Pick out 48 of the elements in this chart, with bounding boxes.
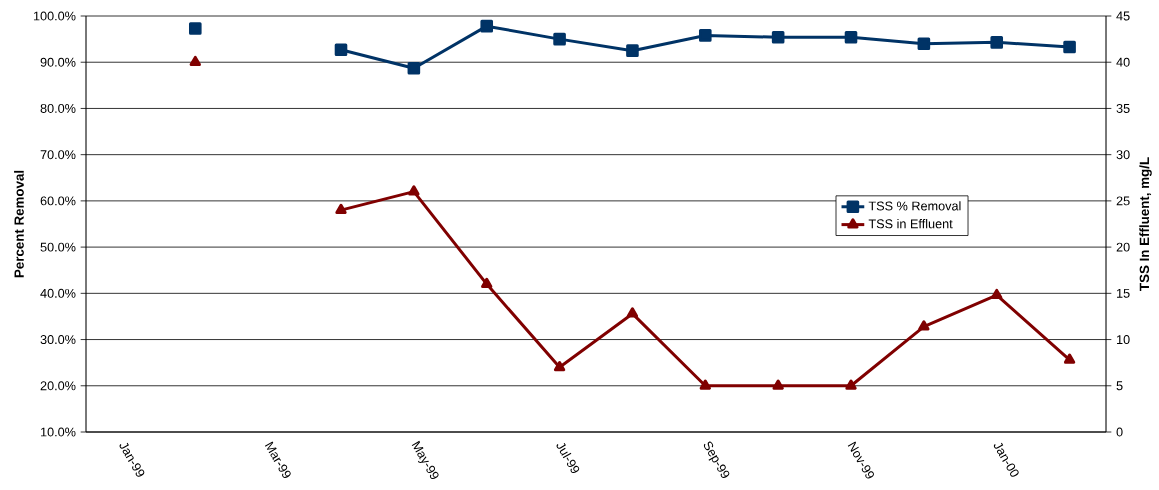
y-tick-label: 10.0% <box>41 427 76 437</box>
y2-tick-label: 45 <box>1116 11 1130 21</box>
point <box>553 32 566 46</box>
y2-tick-label: 40 <box>1116 57 1130 67</box>
y-tick-label: 90.0% <box>40 57 76 67</box>
y-tick-label: 40.0% <box>40 288 76 298</box>
point <box>189 55 201 67</box>
point <box>1063 353 1076 364</box>
point <box>699 379 711 390</box>
y2-tick-label: 0 <box>1116 427 1123 437</box>
y2-axis-title: TSS In Effluent, mg/L <box>1139 157 1152 291</box>
legend-label: TSS in Effluent <box>868 219 953 229</box>
y-tick-label: 50.0% <box>40 242 76 252</box>
y2-tick-label: 20 <box>1116 242 1130 252</box>
point <box>771 30 785 44</box>
y2-tick-label: 30 <box>1116 150 1130 160</box>
point <box>772 379 784 390</box>
point <box>407 61 421 75</box>
point <box>1063 40 1076 54</box>
y-axis-title: Percent Removal <box>14 170 24 278</box>
legend-label: TSS % Removal <box>868 201 961 211</box>
point <box>408 185 420 196</box>
point <box>844 30 858 44</box>
point <box>335 203 347 215</box>
point <box>698 29 712 42</box>
point <box>480 19 494 33</box>
point <box>334 43 348 57</box>
y2-tick-label: 10 <box>1117 335 1130 345</box>
point <box>991 288 1003 300</box>
y-tick-label: 80.0% <box>40 103 76 113</box>
point <box>481 277 493 288</box>
point <box>553 360 566 372</box>
y2-tick-label: 25 <box>1116 196 1130 206</box>
point <box>626 44 639 57</box>
point <box>845 379 857 390</box>
y2-tick-label: 5 <box>1116 381 1123 391</box>
y-tick-label: 30.0% <box>40 335 76 345</box>
point <box>188 22 202 35</box>
point <box>917 37 931 51</box>
y2-tick-label: 35 <box>1116 103 1130 113</box>
y-tick-label: 100.0% <box>33 11 76 21</box>
y2-tick-label: 15 <box>1117 288 1130 298</box>
point <box>918 320 930 331</box>
y-tick-label: 70.0% <box>40 150 76 160</box>
point <box>990 36 1004 49</box>
point <box>626 307 639 318</box>
y-tick-label: 20.0% <box>40 381 76 391</box>
y-tick-label: 60.0% <box>40 196 76 206</box>
